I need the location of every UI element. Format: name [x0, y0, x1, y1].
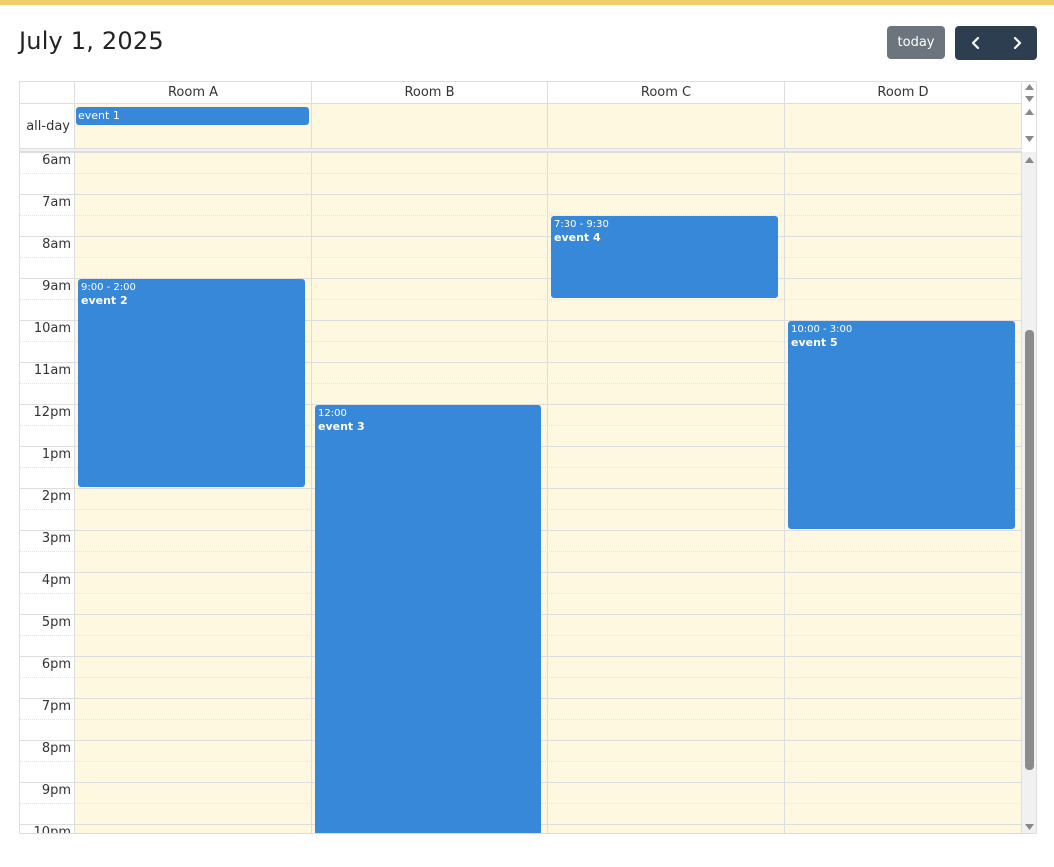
header-axis-cell [20, 82, 75, 104]
event-title: event 3 [318, 420, 365, 433]
axis-half-line [20, 593, 75, 594]
axis-half-line [20, 635, 75, 636]
prev-button[interactable] [955, 26, 996, 60]
hour-line [20, 362, 1022, 363]
allday-label: all-day [20, 104, 75, 148]
resource-header-room-a: Room A [75, 82, 312, 104]
hour-label: 12pm [33, 405, 71, 420]
half-hour-line [75, 677, 1022, 678]
half-hour-line [75, 509, 1022, 510]
half-hour-line [75, 635, 1022, 636]
chevron-right-icon [1013, 36, 1021, 50]
calendar-event[interactable]: 7:30 - 9:30 event 4 [551, 216, 778, 298]
hour-label: 10pm [33, 825, 71, 834]
top-accent-bar [0, 0, 1054, 5]
scroll-down-arrow-icon[interactable] [1022, 94, 1036, 104]
half-hour-line [75, 551, 1022, 552]
hour-line [20, 236, 1022, 237]
half-hour-line [75, 383, 1022, 384]
hour-label: 9pm [41, 783, 71, 798]
event-title: event 5 [791, 336, 838, 349]
hour-label: 7pm [41, 699, 71, 714]
half-hour-line [75, 761, 1022, 762]
axis-half-line [20, 257, 75, 258]
axis-half-line [20, 509, 75, 510]
page-title: July 1, 2025 [19, 27, 164, 55]
half-hour-line [75, 425, 1022, 426]
resource-header-room-d: Room D [785, 82, 1022, 104]
hour-label: 3pm [41, 531, 71, 546]
hour-label: 1pm [41, 447, 71, 462]
axis-half-line [20, 215, 75, 216]
resource-timegrid: Room A Room B Room C Room D all-day even… [19, 81, 1037, 834]
header-scrollbar[interactable] [1022, 82, 1036, 152]
hour-label: 8pm [41, 741, 71, 756]
hour-line [20, 152, 1022, 153]
allday-cell-room-c[interactable] [548, 104, 785, 148]
hour-label: 2pm [41, 489, 71, 504]
event-time: 9:00 - 2:00 [81, 282, 136, 293]
hour-line [20, 320, 1022, 321]
event-title: event 2 [81, 294, 128, 307]
hour-label: 6pm [41, 657, 71, 672]
resource-header-room-b: Room B [312, 82, 548, 104]
scroll-up-arrow-icon[interactable] [1022, 82, 1036, 92]
event-time: 7:30 - 9:30 [554, 219, 609, 230]
calendar-event[interactable]: 10:00 - 3:00 event 5 [788, 321, 1015, 529]
hour-label: 5pm [41, 615, 71, 630]
chevron-left-icon [971, 36, 979, 50]
hour-label: 11am [33, 363, 71, 378]
today-button[interactable]: today [887, 26, 945, 59]
timegrid-column-room-a[interactable] [75, 152, 312, 833]
half-hour-line [75, 467, 1022, 468]
hour-label: 10am [33, 321, 71, 336]
hour-label: 8am [42, 237, 71, 252]
axis-half-line [20, 677, 75, 678]
half-hour-line [75, 173, 1022, 174]
allday-cell-room-b[interactable] [312, 104, 548, 148]
calendar-event[interactable]: 12:00 event 3 [315, 405, 541, 833]
allday-divider [20, 148, 1022, 152]
half-hour-line [75, 341, 1022, 342]
hour-label: 9am [42, 279, 71, 294]
half-hour-line [75, 215, 1022, 216]
scroll-down-arrow-icon[interactable] [1022, 134, 1036, 144]
scroll-up-arrow-icon[interactable] [1022, 107, 1036, 117]
allday-cell-room-d[interactable] [785, 104, 1022, 148]
axis-half-line [20, 383, 75, 384]
event-time: 12:00 [318, 408, 347, 419]
hour-label: 7am [42, 195, 71, 210]
half-hour-line [75, 803, 1022, 804]
nav-button-group [955, 26, 1037, 60]
next-button[interactable] [996, 26, 1037, 60]
axis-half-line [20, 803, 75, 804]
calendar-event[interactable]: 9:00 - 2:00 event 2 [78, 279, 305, 487]
scrollbar-thumb[interactable] [1025, 330, 1034, 770]
hour-label: 4pm [41, 573, 71, 588]
half-hour-line [75, 299, 1022, 300]
hour-line [20, 194, 1022, 195]
axis-half-line [20, 173, 75, 174]
half-hour-line [75, 719, 1022, 720]
axis-half-line [20, 467, 75, 468]
hour-line [20, 404, 1022, 405]
axis-half-line [20, 341, 75, 342]
axis-half-line [20, 551, 75, 552]
axis-half-line [20, 425, 75, 426]
axis-half-line [20, 719, 75, 720]
event-title: event 4 [554, 231, 601, 244]
half-hour-line [75, 257, 1022, 258]
axis-half-line [20, 299, 75, 300]
axis-half-line [20, 761, 75, 762]
hour-line [20, 278, 1022, 279]
hour-label: 6am [42, 153, 71, 168]
scroll-down-arrow-icon[interactable] [1022, 822, 1036, 832]
scroll-up-arrow-icon[interactable] [1022, 155, 1036, 165]
resource-header-room-c: Room C [548, 82, 785, 104]
allday-event[interactable]: event 1 [76, 107, 309, 125]
half-hour-line [75, 593, 1022, 594]
event-time: 10:00 - 3:00 [791, 324, 853, 335]
